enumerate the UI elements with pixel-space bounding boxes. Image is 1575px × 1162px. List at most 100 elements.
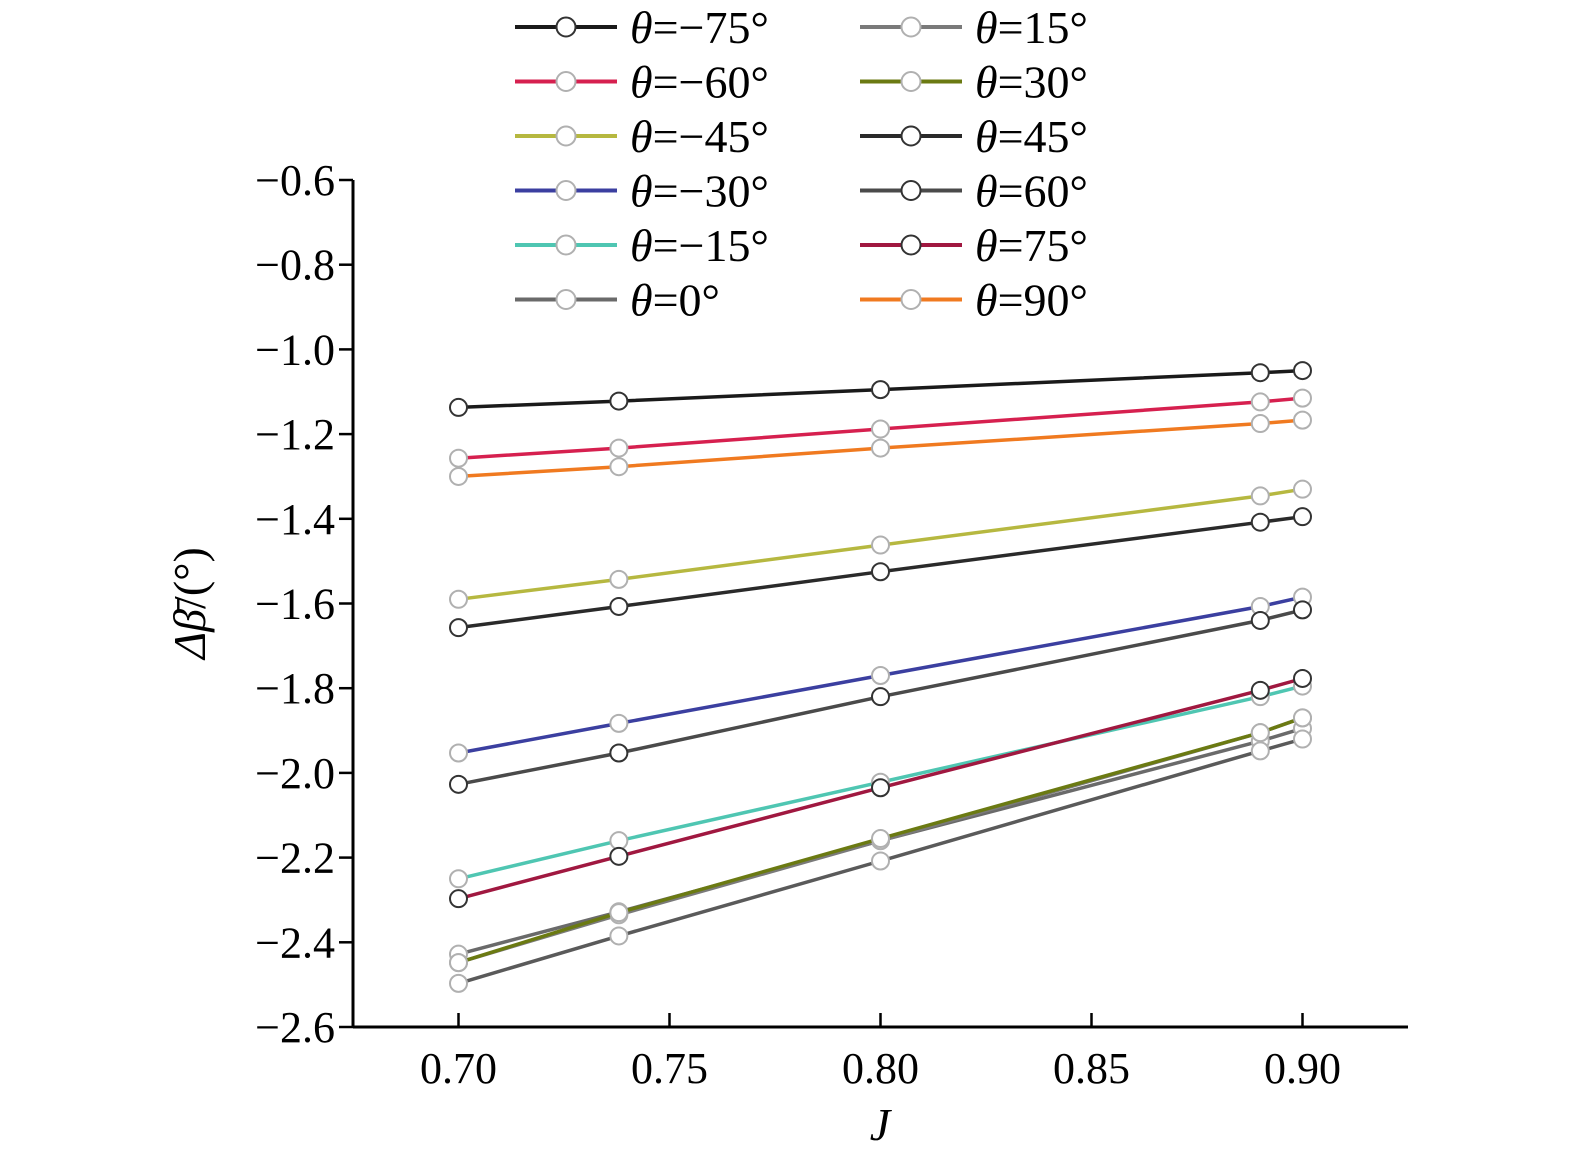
legend-value: =−30°: [653, 166, 769, 217]
data-point: [1250, 392, 1270, 412]
data-point: [609, 713, 629, 733]
legend-marker: [900, 289, 922, 310]
legend-marker: [900, 180, 922, 201]
data-point: [449, 397, 468, 417]
data-point: [1293, 600, 1312, 620]
data-point: [1250, 512, 1270, 532]
legend-item: θ=30°: [860, 57, 1088, 108]
y-tick-label: −1.0: [255, 325, 335, 374]
y-tick-label: −2.2: [255, 834, 335, 883]
legend-theta: θ: [975, 220, 998, 271]
y-tick-label: −2.6: [255, 1003, 335, 1052]
legend-value: =30°: [998, 57, 1088, 108]
y-tick-label: −2.4: [255, 918, 335, 967]
legend-theta: θ: [630, 2, 653, 53]
data-point: [449, 774, 468, 794]
legend-label: θ=90°: [975, 275, 1088, 326]
legend-item: θ=−75°: [515, 2, 769, 53]
y-tick-label: −0.8: [255, 241, 335, 290]
data-point: [609, 391, 629, 411]
data-point: [449, 973, 468, 993]
legend-theta: θ: [630, 111, 653, 162]
legend-marker: [900, 125, 922, 147]
data-point: [871, 535, 890, 555]
series: [449, 668, 1312, 909]
data-point: [449, 448, 468, 468]
y-axis-title: Δβ̄/(°): [164, 547, 215, 661]
data-point: [871, 419, 890, 439]
y-tick-label: −1.2: [255, 410, 335, 459]
x-axis-title: J: [870, 1099, 893, 1150]
legend-value: =75°: [998, 220, 1088, 271]
legend-value: =−75°: [653, 2, 769, 53]
legend-marker: [555, 234, 577, 256]
data-point: [871, 829, 890, 849]
data-point: [1293, 708, 1312, 728]
data-point: [871, 562, 890, 582]
data-point: [609, 596, 629, 616]
legend-item: θ=−30°: [515, 166, 769, 217]
legend-item: θ=45°: [860, 111, 1088, 162]
data-point: [1293, 507, 1312, 527]
data-point: [609, 903, 629, 923]
data-point: [1293, 361, 1312, 381]
y-tick-label: −2.0: [255, 749, 335, 798]
legend-marker: [555, 180, 577, 201]
data-point: [1293, 668, 1312, 688]
series: [449, 729, 1312, 993]
legend-label: θ=75°: [975, 220, 1088, 271]
legend-marker: [900, 16, 922, 38]
legend-item: θ=60°: [860, 166, 1088, 217]
legend-value: =−15°: [653, 220, 769, 271]
legend-value: =45°: [998, 111, 1088, 162]
y-axis-title-unit: /(°): [164, 547, 215, 609]
x-tick-label: 0.85: [1053, 1044, 1130, 1093]
data-point: [1293, 388, 1312, 408]
legend-marker: [555, 71, 577, 92]
legend-theta: θ: [975, 166, 998, 217]
legend-marker: [900, 71, 922, 92]
data-point: [871, 778, 890, 798]
series: [449, 600, 1312, 794]
legend-item: θ=−60°: [515, 57, 769, 108]
data-point: [1250, 741, 1270, 761]
data-point: [871, 380, 890, 400]
legend-marker: [555, 125, 577, 147]
legend-theta: θ: [975, 2, 998, 53]
legend-theta: θ: [630, 57, 653, 108]
axes: [351, 180, 1408, 1029]
legend-label: θ=0°: [630, 275, 720, 326]
data-point: [1293, 410, 1312, 430]
data-point: [609, 831, 629, 851]
x-tick-label: 0.90: [1264, 1044, 1341, 1093]
legend-label: θ=−15°: [630, 220, 769, 271]
data-point: [609, 926, 629, 946]
legend-label: θ=60°: [975, 166, 1088, 217]
legend-label: θ=−45°: [630, 111, 769, 162]
data-point: [1293, 479, 1312, 499]
legend-value: =60°: [998, 166, 1088, 217]
x-ticks: 0.70 0.75 0.80 0.85 0.90: [420, 1013, 1341, 1093]
legend-value: =90°: [998, 275, 1088, 326]
y-tick-label: −1.8: [255, 664, 335, 713]
x-tick-label: 0.70: [420, 1044, 497, 1093]
legend-theta: θ: [975, 111, 998, 162]
y-tick-label: −1.6: [255, 580, 335, 629]
legend-label: θ=15°: [975, 2, 1088, 53]
series: [449, 479, 1312, 609]
data-point: [449, 743, 468, 763]
data-point: [609, 457, 629, 477]
data-point: [1250, 610, 1270, 630]
legend-item: θ=15°: [860, 2, 1088, 53]
plot-series: [449, 361, 1312, 993]
legend-theta: θ: [975, 275, 998, 326]
x-tick-label: 0.75: [631, 1044, 708, 1093]
data-point: [449, 589, 468, 609]
legend-value: =0°: [653, 275, 720, 326]
legend-item: θ=75°: [860, 220, 1088, 271]
data-point: [609, 438, 629, 458]
data-point: [1250, 363, 1270, 383]
data-point: [871, 665, 890, 685]
legend-label: θ=45°: [975, 111, 1088, 162]
